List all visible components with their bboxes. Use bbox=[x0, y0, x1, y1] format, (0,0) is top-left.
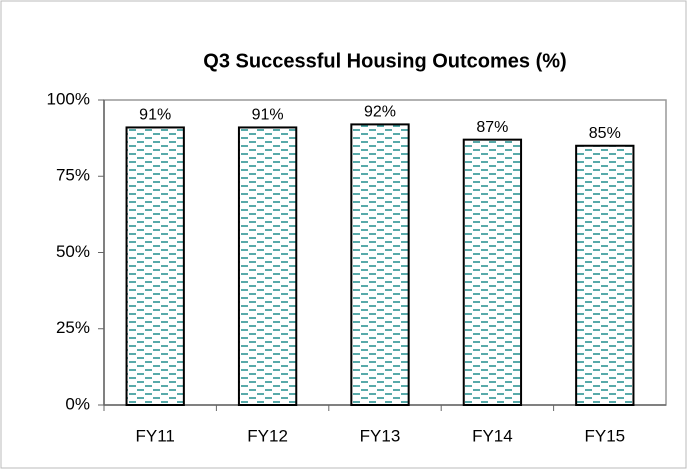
chart-title: Q3 Successful Housing Outcomes (%) bbox=[203, 50, 566, 72]
y-tick-label: 0% bbox=[65, 394, 90, 413]
x-tick-label: FY14 bbox=[472, 426, 513, 445]
bar bbox=[237, 126, 298, 406]
bar bbox=[125, 126, 185, 406]
x-tick-label: FY15 bbox=[584, 426, 625, 445]
x-tick-label: FY12 bbox=[247, 426, 288, 445]
bar bbox=[350, 123, 410, 407]
value-label: 91% bbox=[252, 107, 284, 124]
y-tick-label: 75% bbox=[56, 166, 90, 185]
value-label: 85% bbox=[589, 125, 621, 142]
y-tick-label: 25% bbox=[56, 318, 90, 337]
x-tick-label: FY13 bbox=[360, 426, 401, 445]
value-label: 92% bbox=[364, 104, 396, 121]
y-tick-label: 100% bbox=[47, 89, 90, 108]
y-tick-label: 50% bbox=[56, 242, 90, 261]
bar bbox=[462, 138, 523, 406]
value-label: 91% bbox=[139, 107, 171, 124]
x-tick-label: FY11 bbox=[136, 426, 175, 445]
bar bbox=[575, 144, 635, 406]
value-label: 87% bbox=[476, 119, 508, 136]
